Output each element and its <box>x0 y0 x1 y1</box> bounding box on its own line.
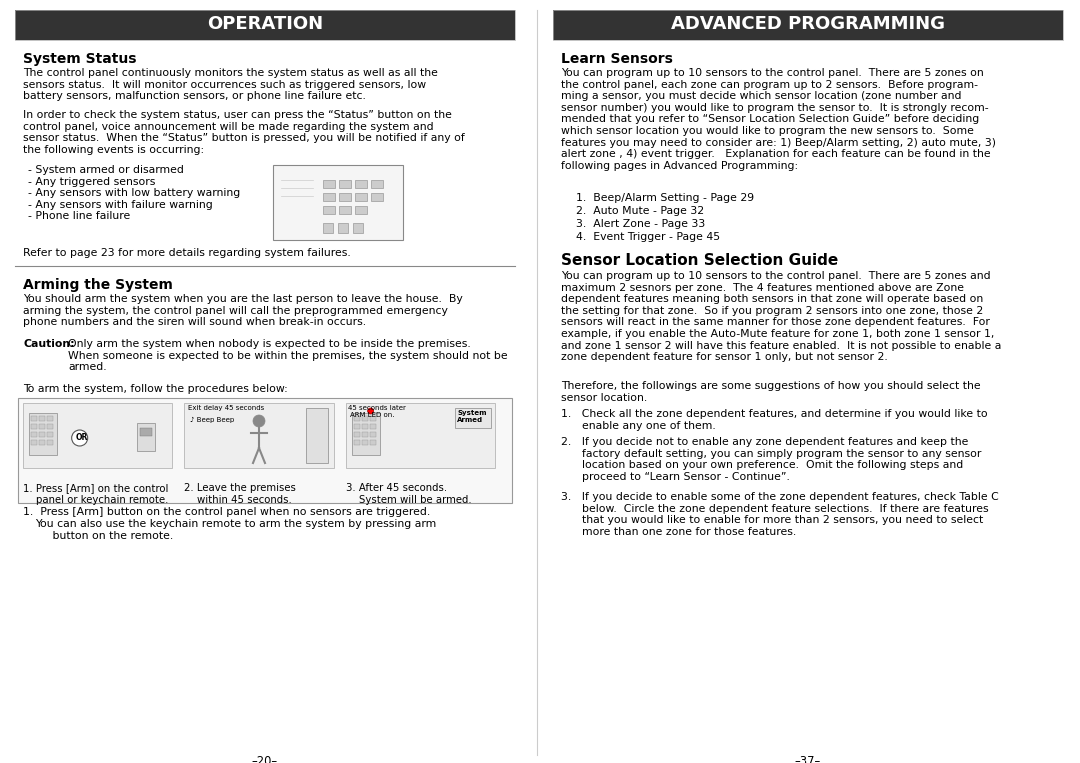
Text: The control panel continuously monitors the system status as well as all the
sen: The control panel continuously monitors … <box>23 68 437 101</box>
Bar <box>323 223 333 233</box>
Circle shape <box>253 415 265 427</box>
Bar <box>39 432 45 437</box>
Bar <box>140 428 152 436</box>
Bar <box>369 440 376 445</box>
Text: In order to check the system status, user can press the “Status” button on the
c: In order to check the system status, use… <box>23 110 464 155</box>
Bar <box>353 424 360 429</box>
Text: Sensor Location Selection Guide: Sensor Location Selection Guide <box>561 253 838 268</box>
Bar <box>339 180 351 188</box>
Text: Arming the System: Arming the System <box>23 278 173 292</box>
Text: 1.  Beep/Alarm Setting - Page 29: 1. Beep/Alarm Setting - Page 29 <box>576 193 754 203</box>
Text: You can also use the keychain remote to arm the system by pressing arm
     butt: You can also use the keychain remote to … <box>35 519 436 541</box>
Text: 3.  Alert Zone - Page 33: 3. Alert Zone - Page 33 <box>576 219 705 229</box>
Text: 4.  Event Trigger - Page 45: 4. Event Trigger - Page 45 <box>576 232 720 242</box>
Text: Caution:: Caution: <box>23 339 75 349</box>
Bar <box>372 193 383 201</box>
Text: –37–: –37– <box>795 755 821 763</box>
Bar <box>137 423 156 451</box>
Text: System Status: System Status <box>23 52 136 66</box>
Text: 2.   If you decide not to enable any zone dependent features and keep the
      : 2. If you decide not to enable any zone … <box>561 437 982 481</box>
Bar <box>15 10 515 40</box>
Text: 1.   Check all the zone dependent features, and determine if you would like to
 : 1. Check all the zone dependent features… <box>561 409 987 430</box>
Bar <box>31 416 37 421</box>
Bar <box>369 432 376 437</box>
Text: 3. After 45 seconds.
    System will be armed.: 3. After 45 seconds. System will be arme… <box>346 483 471 504</box>
Bar <box>339 193 351 201</box>
Text: ARM LED on.: ARM LED on. <box>350 412 394 418</box>
Bar <box>39 416 45 421</box>
Text: Only arm the system when nobody is expected to be inside the premises.
When some: Only arm the system when nobody is expec… <box>68 339 508 372</box>
Bar <box>362 416 367 421</box>
Text: OR: OR <box>76 433 89 442</box>
Text: Exit delay 45 seconds: Exit delay 45 seconds <box>188 405 265 411</box>
Bar <box>338 223 348 233</box>
Bar <box>553 10 1063 40</box>
Bar <box>48 424 53 429</box>
Text: 1. Press [Arm] on the control
    panel or keychain remote.: 1. Press [Arm] on the control panel or k… <box>23 483 168 504</box>
Bar <box>355 180 367 188</box>
Bar <box>48 432 53 437</box>
Bar <box>372 180 383 188</box>
Bar <box>306 408 327 463</box>
Circle shape <box>71 430 87 446</box>
Bar <box>31 424 37 429</box>
Bar <box>352 413 380 455</box>
Text: - System armed or disarmed
- Any triggered sensors
- Any sensors with low batter: - System armed or disarmed - Any trigger… <box>28 165 240 221</box>
Bar <box>355 193 367 201</box>
Bar <box>31 432 37 437</box>
Bar <box>353 440 360 445</box>
Text: 2. Leave the premises
    within 45 seconds.: 2. Leave the premises within 45 seconds. <box>185 483 296 504</box>
Text: Therefore, the followings are some suggestions of how you should select the
sens: Therefore, the followings are some sugge… <box>561 381 981 403</box>
Bar <box>18 398 512 503</box>
Bar <box>15 10 515 40</box>
Text: Learn Sensors: Learn Sensors <box>561 52 673 66</box>
Text: 45 seconds later: 45 seconds later <box>348 405 406 411</box>
Text: –20–: –20– <box>252 755 278 763</box>
Bar <box>369 416 376 421</box>
Text: Refer to page 23 for more details regarding system failures.: Refer to page 23 for more details regard… <box>23 248 351 258</box>
Bar <box>48 416 53 421</box>
Text: ADVANCED PROGRAMMING: ADVANCED PROGRAMMING <box>671 15 945 33</box>
Bar <box>185 403 334 468</box>
Bar <box>353 223 363 233</box>
Text: You can program up to 10 sensors to the control panel.  There are 5 zones and
ma: You can program up to 10 sensors to the … <box>561 271 1001 362</box>
Bar <box>346 403 495 468</box>
Bar <box>323 180 335 188</box>
Text: System
Armed: System Armed <box>457 410 486 423</box>
Bar <box>31 440 37 445</box>
Text: You should arm the system when you are the last person to leave the house.  By
a: You should arm the system when you are t… <box>23 294 462 327</box>
Bar <box>362 440 367 445</box>
Text: 1.  Press [Arm] button on the control panel when no sensors are triggered.: 1. Press [Arm] button on the control pan… <box>23 507 430 517</box>
Bar <box>39 440 45 445</box>
Bar <box>369 424 376 429</box>
Bar <box>29 413 57 455</box>
Circle shape <box>367 408 374 414</box>
Bar <box>362 432 367 437</box>
Text: You can program up to 10 sensors to the control panel.  There are 5 zones on
the: You can program up to 10 sensors to the … <box>561 68 996 171</box>
Bar <box>353 432 360 437</box>
Bar <box>48 440 53 445</box>
Bar <box>323 193 335 201</box>
Text: OPERATION: OPERATION <box>207 15 323 33</box>
Bar <box>553 10 1063 40</box>
Bar <box>273 165 403 240</box>
Bar <box>455 408 491 428</box>
Bar <box>39 424 45 429</box>
Text: 3.   If you decide to enable some of the zone dependent features, check Table C
: 3. If you decide to enable some of the z… <box>561 492 999 537</box>
Bar <box>339 206 351 214</box>
Bar <box>355 206 367 214</box>
Bar <box>362 424 367 429</box>
Text: To arm the system, follow the procedures below:: To arm the system, follow the procedures… <box>23 384 287 394</box>
Text: 2.  Auto Mute - Page 32: 2. Auto Mute - Page 32 <box>576 206 704 216</box>
Bar <box>323 206 335 214</box>
Bar <box>353 416 360 421</box>
Text: ♪ Beep Beep: ♪ Beep Beep <box>190 417 234 423</box>
Bar <box>23 403 173 468</box>
